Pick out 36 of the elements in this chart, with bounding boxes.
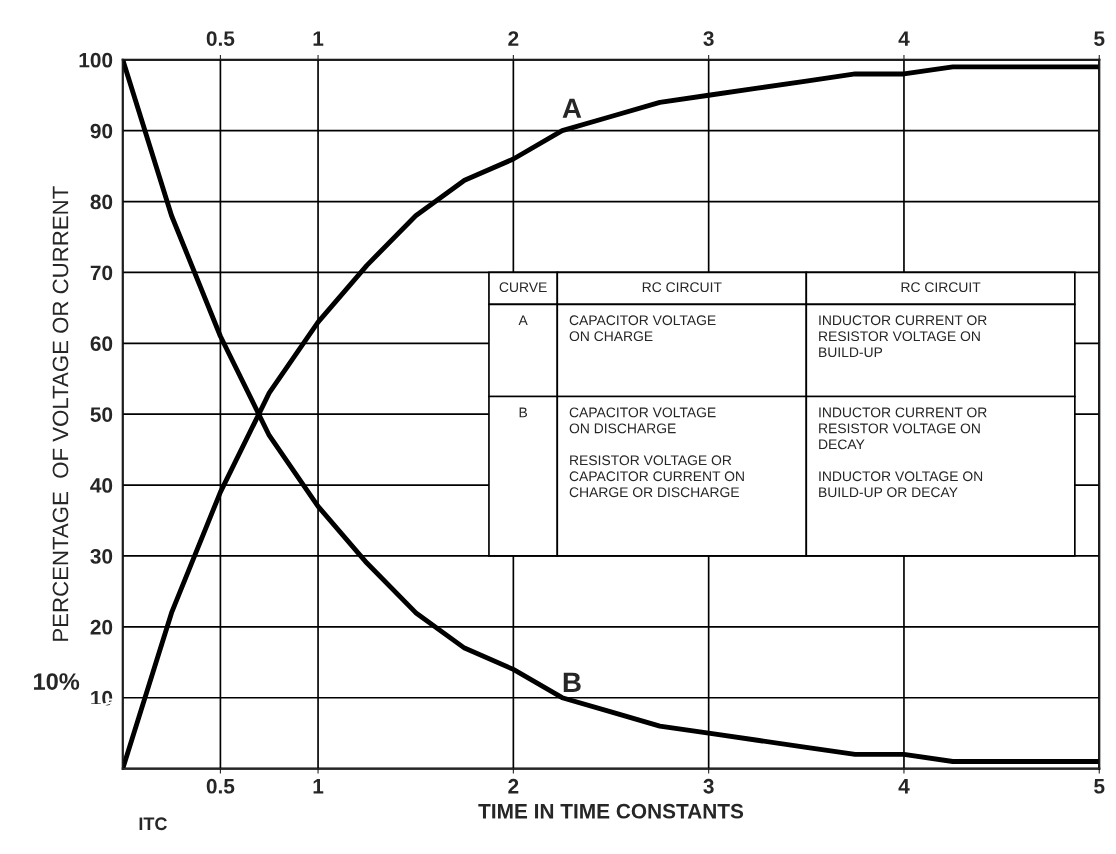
- annotation: B: [563, 672, 581, 692]
- annotation: A: [518, 315, 528, 326]
- x-tick-label: 0.5: [206, 778, 235, 794]
- y-tick-label: 40: [90, 478, 113, 493]
- annotation: B: [519, 407, 528, 418]
- x2-tick-label: 2: [508, 31, 519, 46]
- text: ITC: [139, 817, 167, 831]
- annotation: RC CIRCUIT: [642, 282, 722, 293]
- y-tick-label: 90: [90, 123, 113, 139]
- annotation: A: [562, 98, 582, 118]
- x-tick-label: 2: [508, 778, 519, 794]
- y-axis-title: PERCENTAGE OF VOLTAGE OR CURRENT: [52, 186, 69, 641]
- y-tick-label: 20: [90, 619, 113, 635]
- x2-tick-label: 1: [313, 31, 324, 46]
- text: CAPACITOR VOLTAGE ON DISCHARGE RESISTOR VOLTAGE OR CAPACITOR CURRENT ON CHARGE OR DISCHARGE: [569, 407, 744, 498]
- x2-tick-label: 3: [703, 31, 714, 46]
- annotation: RC CIRCUIT: [901, 282, 981, 293]
- y-tick-label: 30: [90, 548, 113, 564]
- y-tick-label: 80: [90, 194, 113, 210]
- x-tick-label: 5: [1094, 779, 1105, 794]
- y-tick-label: 50: [90, 407, 113, 422]
- x2-tick-label: 0.5: [206, 31, 235, 46]
- text: 10%: [34, 673, 80, 690]
- x-tick-label: 4: [898, 779, 910, 794]
- y-tick-label: 70: [90, 265, 113, 281]
- y-tick-label: 60: [90, 336, 113, 352]
- x-axis-title: TIME IN TIME CONSTANTS: [478, 803, 744, 819]
- annotation: CURVE: [499, 282, 547, 293]
- x2-tick-label: 4: [898, 31, 910, 46]
- x-tick-label: 3: [703, 778, 714, 794]
- y-tick-label: 100: [79, 52, 113, 68]
- annotation: INDUCTOR CURRENT OR RESISTOR VOLTAGE ON BUILD-UP: [819, 315, 987, 358]
- x2-tick-label: 5: [1094, 31, 1105, 46]
- text: INDUCTOR CURRENT OR RESISTOR VOLTAGE ON DECAY INDUCTOR VOLTAGE ON BUILD-UP OR DECAY: [819, 407, 987, 498]
- annotation: CAPACITOR VOLTAGE ON CHARGE: [569, 315, 716, 342]
- x-tick-label: 1: [313, 779, 324, 794]
